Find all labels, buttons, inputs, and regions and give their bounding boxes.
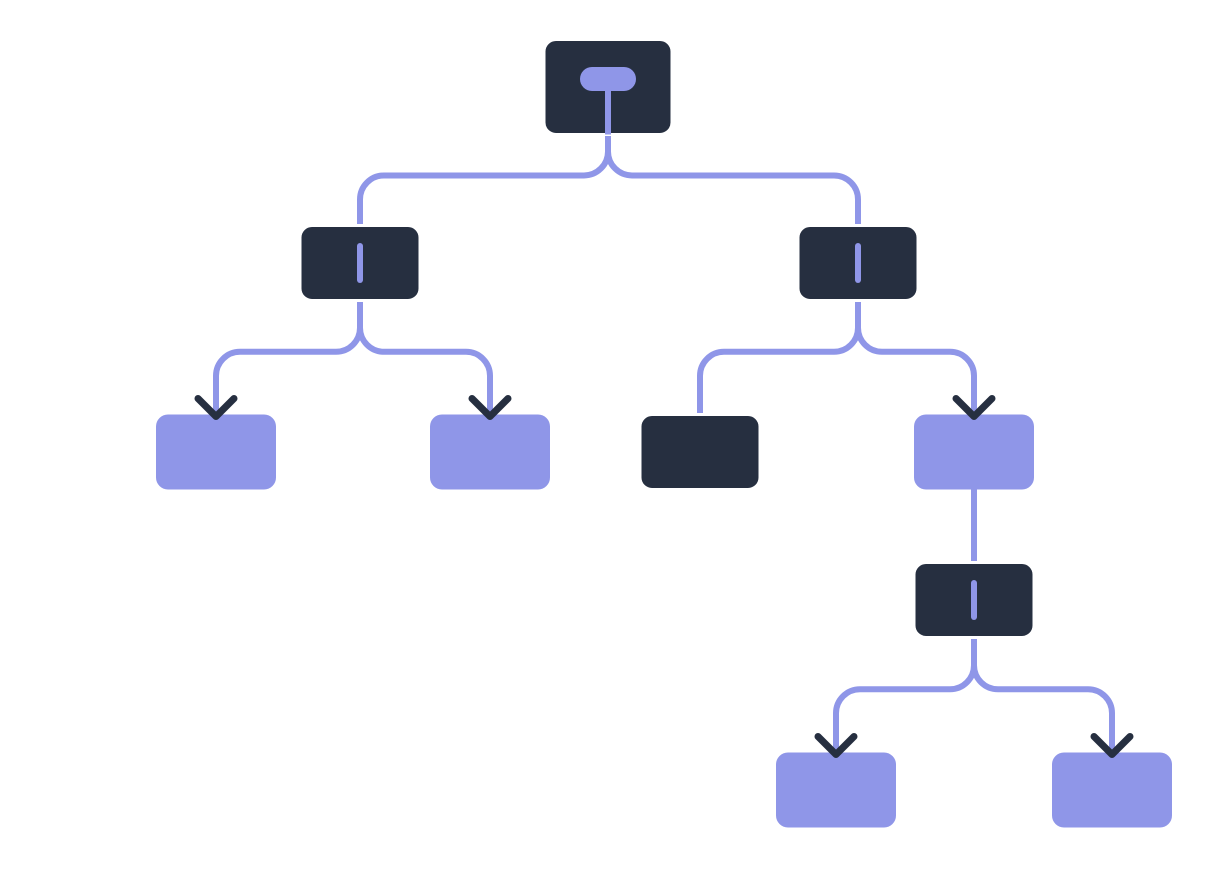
node-bar-icon bbox=[855, 243, 861, 283]
node-leaf6 bbox=[1052, 753, 1172, 828]
node-leaf2 bbox=[430, 415, 550, 490]
node-leaf1 bbox=[156, 415, 276, 490]
node-n2 bbox=[798, 226, 918, 301]
node-bar-icon bbox=[357, 243, 363, 283]
node-root bbox=[544, 40, 672, 135]
node-leaf3 bbox=[640, 415, 760, 490]
tree-diagram bbox=[0, 0, 1216, 870]
root-stem-icon bbox=[605, 91, 611, 135]
node-n3 bbox=[914, 563, 1034, 638]
node-leaf4 bbox=[914, 415, 1034, 490]
node-leaf5 bbox=[776, 753, 896, 828]
node-n1 bbox=[300, 226, 420, 301]
node-bar-icon bbox=[971, 580, 977, 620]
root-pill-icon bbox=[580, 67, 636, 91]
